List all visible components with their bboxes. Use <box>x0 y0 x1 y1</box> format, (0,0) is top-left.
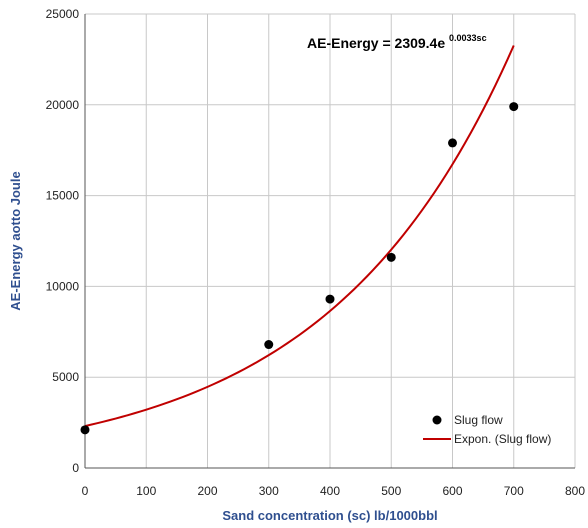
x-tick-label-0: 0 <box>82 484 89 498</box>
trendline-curve <box>84 45 515 428</box>
equation-exponent: 0.0033sc <box>449 33 487 43</box>
x-axis-title: Sand concentration (sc) lb/1000bbl <box>222 508 437 523</box>
axes <box>84 14 575 469</box>
y-tick-label-5: 25000 <box>46 7 80 21</box>
y-tick-label-3: 15000 <box>46 189 80 203</box>
y-tick-label-0: 0 <box>72 461 79 475</box>
data-point-3 <box>386 252 396 262</box>
trendline-group <box>84 45 515 428</box>
legend: Slug flow Expon. (Slug flow) <box>423 413 551 446</box>
x-axis-tick-labels: 0 100 200 300 400 500 600 700 800 <box>82 484 586 498</box>
equation-main: AE-Energy = 2309.4e <box>307 35 445 51</box>
scatter-points <box>80 102 519 435</box>
data-point-1 <box>264 340 274 350</box>
data-point-4 <box>448 138 457 148</box>
legend-label-slug-flow: Slug flow <box>454 413 503 427</box>
y-axis-tick-labels: 0 5000 10000 15000 20000 25000 <box>46 7 80 475</box>
x-tick-label-8: 800 <box>565 484 585 498</box>
data-point-2 <box>325 294 335 304</box>
x-tick-label-5: 500 <box>381 484 401 498</box>
data-point-0 <box>80 425 90 435</box>
gridlines <box>84 13 576 469</box>
legend-marker-slug-flow <box>432 415 442 425</box>
y-axis-title: AE-Energy aotto Joule <box>8 171 23 310</box>
legend-label-trendline: Expon. (Slug flow) <box>454 432 551 446</box>
y-tick-label-2: 10000 <box>46 279 80 293</box>
x-tick-label-1: 100 <box>136 484 156 498</box>
data-point-5 <box>509 102 519 112</box>
y-tick-label-4: 20000 <box>46 98 80 112</box>
x-tick-label-7: 700 <box>504 484 524 498</box>
x-tick-label-2: 200 <box>197 484 217 498</box>
trendline-equation: AE-Energy = 2309.4e 0.0033sc <box>307 33 487 51</box>
x-tick-label-4: 400 <box>320 484 340 498</box>
x-tick-label-3: 300 <box>259 484 279 498</box>
y-tick-label-1: 5000 <box>52 370 79 384</box>
x-tick-label-6: 600 <box>442 484 462 498</box>
